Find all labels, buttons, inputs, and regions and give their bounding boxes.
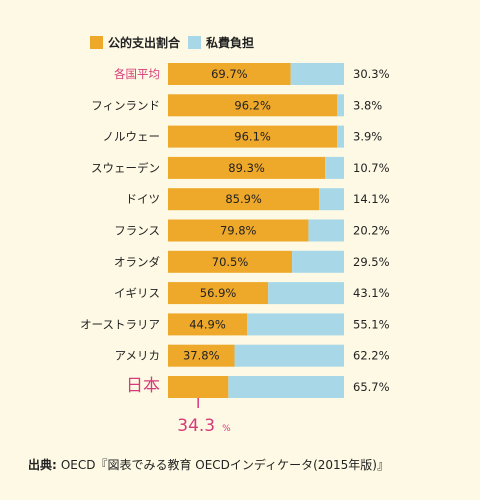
bar-row: スウェーデン 89.3% 10.7% bbox=[91, 156, 390, 179]
category-label: 各国平均 bbox=[114, 67, 160, 81]
category-label: 日本 bbox=[126, 376, 160, 396]
legend-label: 公的支出割合 bbox=[108, 35, 181, 50]
bar-row: オランダ 70.5% 29.5% bbox=[114, 250, 390, 273]
private-bar bbox=[337, 125, 344, 148]
category-label: アメリカ bbox=[115, 349, 160, 363]
public-value-label: 37.8% bbox=[183, 349, 220, 363]
public-bar bbox=[168, 376, 229, 398]
public-bar bbox=[168, 313, 248, 336]
public-bar bbox=[168, 344, 235, 367]
public-value-label: 89.3% bbox=[228, 161, 265, 175]
private-value-label: 29.5% bbox=[353, 255, 390, 269]
public-bar bbox=[168, 282, 269, 305]
public-bar bbox=[168, 94, 338, 117]
bar-row: 日本 65.7% 34.3% bbox=[126, 376, 390, 436]
japan-callout-value: 34.3 bbox=[177, 416, 215, 436]
legend-label: 私費負担 bbox=[205, 35, 254, 50]
source-note: 出典: OECD『図表でみる教育 OECDインディケータ(2015年版)』 bbox=[28, 456, 389, 473]
private-value-label: 14.1% bbox=[353, 192, 390, 206]
bar-row: フィンランド 96.2% 3.8% bbox=[91, 94, 382, 117]
category-label: ドイツ bbox=[126, 192, 161, 206]
private-bar bbox=[325, 156, 344, 179]
private-value-label: 10.7% bbox=[353, 161, 390, 175]
bar-row: ドイツ 85.9% 14.1% bbox=[126, 188, 390, 211]
private-value-label: 3.9% bbox=[353, 130, 382, 144]
bar-row: フランス 79.8% 20.2% bbox=[114, 219, 390, 242]
private-bar bbox=[337, 94, 344, 117]
category-label: フィンランド bbox=[91, 98, 160, 112]
legend: 公的支出割合 私費負担 bbox=[90, 35, 254, 50]
bar-row: 各国平均 69.7% 30.3% bbox=[114, 63, 390, 85]
private-bar bbox=[319, 188, 344, 211]
private-value-label: 65.7% bbox=[353, 380, 390, 394]
japan-callout-unit: % bbox=[222, 424, 231, 434]
private-value-label: 20.2% bbox=[353, 224, 390, 238]
private-bar bbox=[292, 250, 344, 273]
public-value-label: 56.9% bbox=[200, 286, 237, 300]
private-bar bbox=[228, 376, 344, 398]
private-bar bbox=[247, 313, 344, 336]
private-bar bbox=[308, 219, 344, 242]
public-bar bbox=[168, 219, 309, 242]
public-bar bbox=[168, 188, 320, 211]
public-bar bbox=[168, 125, 338, 148]
category-label: ノルウェー bbox=[103, 130, 161, 144]
source-text: OECD『図表でみる教育 OECDインディケータ(2015年版)』 bbox=[60, 458, 389, 472]
public-value-label: 44.9% bbox=[189, 317, 226, 331]
private-bar bbox=[234, 344, 344, 367]
public-value-label: 85.9% bbox=[225, 192, 262, 206]
legend-swatch bbox=[188, 36, 201, 49]
legend-swatch bbox=[90, 36, 103, 49]
public-value-label: 70.5% bbox=[212, 255, 249, 269]
public-bar bbox=[168, 63, 291, 85]
source-head: 出典: bbox=[28, 458, 57, 472]
private-value-label: 43.1% bbox=[353, 286, 390, 300]
bar-row: ノルウェー 96.1% 3.9% bbox=[103, 125, 382, 148]
public-value-label: 69.7% bbox=[211, 67, 248, 81]
category-label: オーストラリア bbox=[80, 317, 160, 331]
private-bar bbox=[268, 282, 344, 305]
category-label: オランダ bbox=[114, 255, 160, 269]
bar-row: イギリス 56.9% 43.1% bbox=[114, 282, 390, 305]
public-value-label: 79.8% bbox=[220, 224, 257, 238]
public-bar bbox=[168, 156, 326, 179]
private-value-label: 62.2% bbox=[353, 349, 390, 363]
bar-row: オーストラリア 44.9% 55.1% bbox=[80, 313, 390, 336]
category-label: スウェーデン bbox=[91, 161, 160, 175]
public-value-label: 96.2% bbox=[234, 98, 271, 112]
bar-row: アメリカ 37.8% 62.2% bbox=[115, 344, 390, 367]
private-value-label: 3.8% bbox=[353, 98, 382, 112]
private-value-label: 30.3% bbox=[353, 67, 390, 81]
private-value-label: 55.1% bbox=[353, 317, 390, 331]
category-label: イギリス bbox=[114, 286, 160, 300]
private-bar bbox=[290, 63, 344, 85]
public-value-label: 96.1% bbox=[234, 130, 271, 144]
category-label: フランス bbox=[114, 224, 160, 238]
public-bar bbox=[168, 250, 293, 273]
